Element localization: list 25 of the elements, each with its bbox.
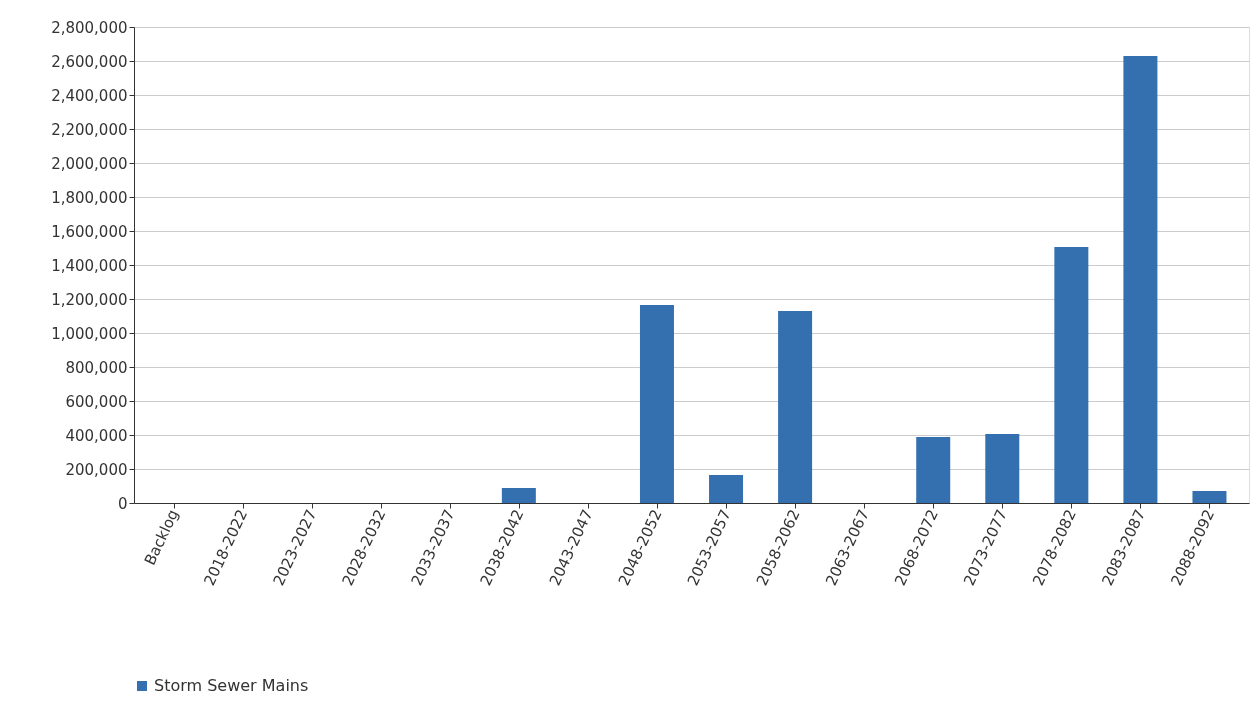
y-tick-label: 2,600,000: [51, 52, 128, 71]
y-tick-label: 1,000,000: [51, 324, 128, 343]
y-tick-label: 800,000: [65, 358, 128, 377]
bar: [1123, 56, 1158, 503]
bar: [709, 474, 744, 503]
y-tick-label: 2,800,000: [51, 18, 128, 37]
y-tick-label: 600,000: [65, 392, 128, 411]
y-tick-label: 1,400,000: [51, 256, 128, 275]
bar: [501, 488, 536, 503]
legend-label: Storm Sewer Mains: [154, 676, 309, 695]
bar: [639, 304, 674, 503]
y-tick-label: 400,000: [65, 426, 128, 445]
bar: [985, 433, 1020, 503]
bar: [1192, 491, 1227, 503]
y-tick-label: 1,200,000: [51, 290, 128, 309]
bar: [778, 311, 813, 503]
y-tick-label: 0: [117, 494, 128, 513]
y-tick-label: 2,200,000: [51, 120, 128, 139]
y-tick-label: 1,800,000: [51, 188, 128, 207]
bar: [1054, 246, 1089, 503]
bar: [916, 437, 951, 503]
y-tick-label: 2,400,000: [51, 86, 128, 105]
y-tick-label: 200,000: [65, 460, 128, 479]
y-tick-label: 2,000,000: [51, 154, 128, 173]
y-tick-label: 1,600,000: [51, 222, 128, 241]
